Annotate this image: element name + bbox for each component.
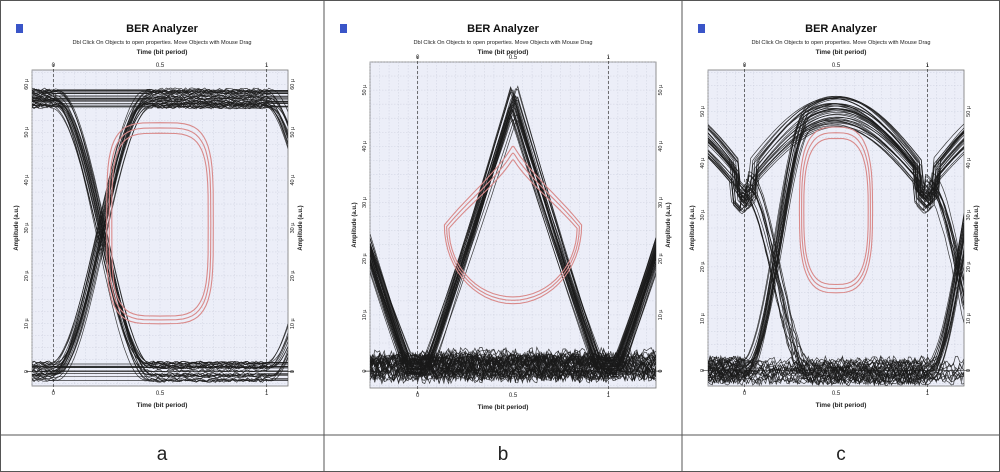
- y-tick-labels: 0 0 10 µ 10 µ 20 µ 20 µ 30 µ 30 µ 40 µ 40 µ 50 µ 50…: [362, 84, 664, 373]
- y-tick-label: 50 µ: [24, 126, 30, 138]
- y-tick-labels: 0 0 10 µ 10 µ 20 µ 20 µ 30 µ 30 µ 40 µ 40 µ 50 µ 50…: [700, 105, 972, 372]
- y-tick-label-right: 40 µ: [658, 140, 664, 152]
- x-axis-label: Time (bit period): [137, 402, 188, 409]
- x-tick-labels: 0 0 0.5 0.5 1 1: [743, 63, 930, 397]
- window-icon[interactable]: [698, 24, 705, 33]
- y-tick-label: 10 µ: [700, 312, 706, 324]
- x-tick-label: 0: [52, 391, 56, 397]
- eye-traces: [32, 87, 288, 383]
- x-tick-label-top: 1: [926, 63, 930, 69]
- y-tick-label-right: 30 µ: [658, 196, 664, 208]
- panel-caption: c: [836, 444, 846, 465]
- x-tick-label: 0: [416, 393, 420, 399]
- y-tick-label: 30 µ: [362, 196, 368, 208]
- window-title: BER Analyzer: [126, 23, 198, 35]
- x-tick-label-top: 0: [52, 63, 56, 69]
- x-axis-label-top: Time (bit period): [478, 49, 529, 56]
- y-tick-label-right: 0: [658, 370, 664, 373]
- y-tick-label-right: 0: [966, 369, 972, 372]
- window-title: BER Analyzer: [467, 23, 539, 35]
- eye-traces: [370, 85, 656, 385]
- y-tick-label-right: 60 µ: [290, 78, 296, 90]
- x-tick-label-top: 0: [743, 63, 747, 69]
- y-tick-label: 20 µ: [24, 270, 30, 282]
- x-tick-label-top: 0.5: [832, 63, 841, 69]
- y-axis-label-right: Amplitude (a.u.): [298, 205, 304, 250]
- panel-a: BER Analyzer Dbl Click On Objects to open…: [14, 23, 304, 465]
- x-tick-labels: 0 0 0.5 0.5 1 1: [416, 55, 611, 399]
- panel-caption: a: [157, 444, 168, 465]
- panel-caption: b: [498, 444, 509, 465]
- y-tick-label: 50 µ: [362, 84, 368, 96]
- y-tick-label: 10 µ: [24, 318, 30, 330]
- x-tick-labels: 0 0 0.5 0.5 1 1: [52, 63, 269, 397]
- y-tick-label-right: 30 µ: [966, 209, 972, 221]
- x-tick-label-top: 0: [416, 55, 420, 61]
- y-tick-label-right: 50 µ: [290, 126, 296, 138]
- x-tick-label: 0.5: [832, 391, 841, 397]
- window-title: BER Analyzer: [805, 23, 877, 35]
- y-tick-label: 30 µ: [24, 222, 30, 234]
- y-tick-label-right: 10 µ: [658, 309, 664, 321]
- y-tick-label-right: 20 µ: [966, 261, 972, 273]
- x-axis-label: Time (bit period): [816, 402, 867, 409]
- y-axis-label-right: Amplitude (a.u.): [974, 205, 980, 250]
- x-tick-label-top: 1: [265, 63, 269, 69]
- window-hint: Dbl Click On Objects to open properties.…: [413, 40, 592, 46]
- y-tick-label: 20 µ: [700, 261, 706, 273]
- x-tick-label: 0.5: [509, 393, 518, 399]
- y-tick-label-right: 0: [290, 370, 296, 373]
- y-axis-label: Amplitude (a.u.): [14, 205, 20, 250]
- y-tick-label-right: 40 µ: [966, 157, 972, 169]
- y-tick-label-right: 10 µ: [966, 312, 972, 324]
- eye-traces: [708, 95, 964, 386]
- y-tick-label-right: 50 µ: [658, 84, 664, 96]
- window-icon[interactable]: [16, 24, 23, 33]
- y-tick-label: 50 µ: [700, 105, 706, 117]
- panel-b: BER Analyzer Dbl Click On Objects to open…: [340, 23, 672, 465]
- y-tick-label: 40 µ: [362, 140, 368, 152]
- y-tick-label: 40 µ: [700, 157, 706, 169]
- y-tick-label-right: 20 µ: [658, 252, 664, 264]
- y-tick-label-right: 50 µ: [966, 105, 972, 117]
- x-axis-label: Time (bit period): [478, 404, 529, 411]
- x-tick-label-top: 0.5: [509, 55, 518, 61]
- x-tick-label: 1: [926, 391, 930, 397]
- x-tick-label: 1: [265, 391, 269, 397]
- eye-contour: [798, 126, 874, 294]
- y-tick-labels: 0 0 10 µ 10 µ 20 µ 20 µ 30 µ 30 µ 40 µ 40 µ 50 µ 50…: [24, 78, 296, 373]
- y-tick-label-right: 10 µ: [290, 318, 296, 330]
- x-axis-label-top: Time (bit period): [816, 49, 867, 56]
- x-tick-label: 0.5: [156, 391, 165, 397]
- x-tick-label: 0: [743, 391, 747, 397]
- window-icon[interactable]: [340, 24, 347, 33]
- y-axis-label-right: Amplitude (a.u.): [666, 202, 672, 247]
- y-tick-label: 0: [362, 370, 368, 373]
- y-tick-label: 60 µ: [24, 78, 30, 90]
- x-tick-label: 1: [607, 393, 611, 399]
- y-tick-label: 10 µ: [362, 309, 368, 321]
- y-tick-label: 0: [24, 370, 30, 373]
- y-axis-label: Amplitude (a.u.): [352, 202, 358, 247]
- x-tick-label-top: 1: [607, 55, 611, 61]
- x-tick-label-top: 0.5: [156, 63, 165, 69]
- y-tick-label: 40 µ: [24, 174, 30, 186]
- y-axis-label: Amplitude (a.u.): [690, 205, 696, 250]
- y-tick-label-right: 20 µ: [290, 270, 296, 282]
- y-tick-label: 0: [700, 369, 706, 372]
- eye-contour: [443, 145, 583, 305]
- panel-c: BER Analyzer Dbl Click On Objects to open…: [690, 23, 980, 465]
- window-hint: Dbl Click On Objects to open properties.…: [751, 40, 930, 46]
- eye-contour: [106, 122, 214, 325]
- y-tick-label: 20 µ: [362, 252, 368, 264]
- y-tick-label-right: 30 µ: [290, 222, 296, 234]
- window-hint: Dbl Click On Objects to open properties.…: [72, 40, 251, 46]
- x-axis-label-top: Time (bit period): [137, 49, 188, 56]
- y-tick-label: 30 µ: [700, 209, 706, 221]
- y-tick-label-right: 40 µ: [290, 174, 296, 186]
